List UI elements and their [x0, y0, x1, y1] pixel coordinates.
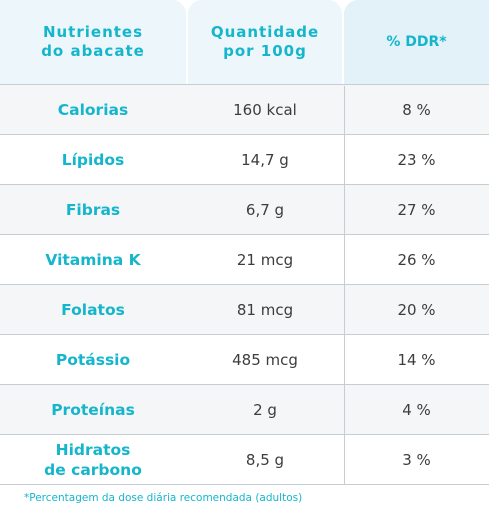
- nutrient-ddr: 20 %: [397, 300, 436, 319]
- table-header: Nutrientes do abacate Quantidade por 100…: [0, 0, 489, 84]
- table-row: Fibras 6,7 g 27 %: [0, 185, 489, 234]
- nutrient-amount: 485 mcg: [232, 350, 298, 369]
- nutrient-name: Proteínas: [51, 400, 135, 419]
- nutrient-name: Folatos: [61, 300, 125, 319]
- row-divider: [0, 284, 489, 285]
- table-row: Folatos 81 mcg 20 %: [0, 285, 489, 334]
- nutrient-name: Hidratos de carbono: [44, 440, 142, 479]
- nutrient-ddr: 27 %: [397, 200, 436, 219]
- nutrient-amount: 81 mcg: [236, 300, 294, 319]
- row-divider: [0, 184, 489, 185]
- nutrient-name: Fibras: [65, 200, 121, 219]
- nutrient-ddr: 23 %: [397, 150, 436, 169]
- nutrient-name: Lípidos: [61, 150, 125, 169]
- table-row: Vitamina K 21 mcg 26 %: [0, 235, 489, 284]
- row-divider: [0, 434, 489, 435]
- nutrient-ddr: 8 %: [402, 100, 431, 119]
- nutrient-amount: 6,7 g: [245, 200, 285, 219]
- header-ddr: % DDR*: [344, 0, 489, 84]
- nutrient-amount: 160 kcal: [233, 100, 297, 119]
- row-divider: [0, 384, 489, 385]
- header-nutrients: Nutrientes do abacate: [0, 0, 186, 84]
- nutrient-amount: 2 g: [253, 400, 277, 419]
- header-divider: [0, 84, 489, 85]
- nutrient-amount: 21 mcg: [236, 250, 294, 269]
- footnote: *Percentagem da dose diária recomendada …: [24, 492, 303, 504]
- column-divider: [344, 86, 345, 485]
- row-divider: [0, 234, 489, 235]
- row-divider: [0, 334, 489, 335]
- table-row: Lípidos 14,7 g 23 %: [0, 135, 489, 184]
- table-row: Hidratos de carbono 8,5 g 3 %: [0, 435, 489, 484]
- nutrient-ddr: 4 %: [402, 400, 431, 419]
- header-quantity: Quantidade por 100g: [188, 0, 342, 84]
- nutrient-ddr: 26 %: [397, 250, 436, 269]
- nutrient-name: Calorias: [57, 100, 129, 119]
- row-divider: [0, 134, 489, 135]
- nutrient-name: Vitamina K: [45, 250, 141, 269]
- row-divider: [0, 484, 489, 485]
- nutrient-amount: 14,7 g: [241, 150, 289, 169]
- nutrient-ddr: 3 %: [402, 450, 431, 469]
- table-row: Calorias 160 kcal 8 %: [0, 85, 489, 134]
- nutrient-amount: 8,5 g: [245, 450, 285, 469]
- table-row: Proteínas 2 g 4 %: [0, 385, 489, 434]
- nutrient-name: Potássio: [55, 350, 131, 369]
- nutrient-ddr: 14 %: [397, 350, 436, 369]
- table-row: Potássio 485 mcg 14 %: [0, 335, 489, 384]
